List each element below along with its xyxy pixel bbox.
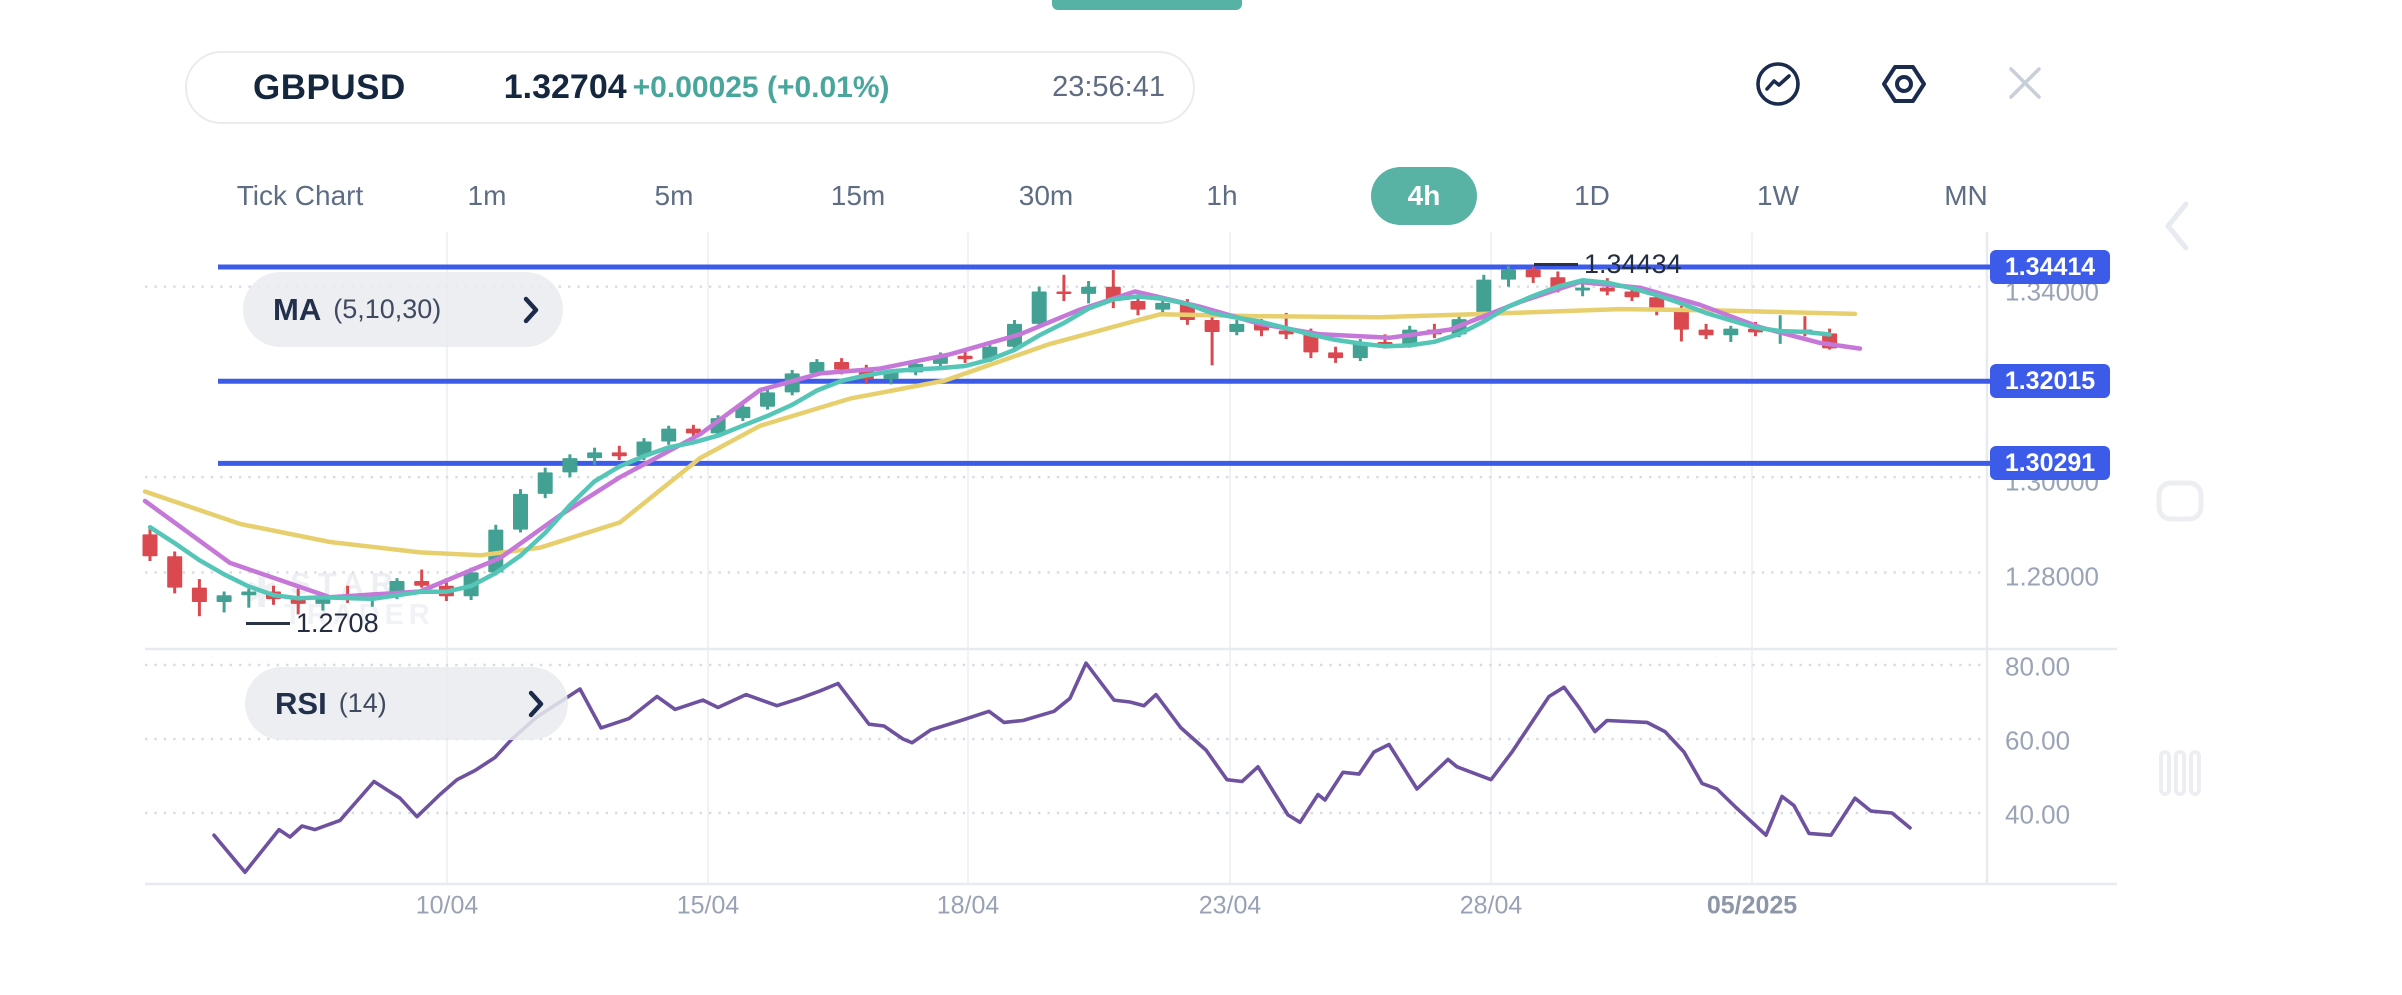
status-accent-bar — [1052, 0, 1242, 10]
screenshot-frame-icon[interactable] — [2155, 479, 2205, 523]
ma-indicator-label: MA — [273, 291, 322, 327]
timeframe-tab-tick-chart[interactable]: Tick Chart — [236, 180, 364, 211]
high-price-value: 1.34434 — [1584, 249, 1682, 279]
timeframe-tab-15m[interactable]: 15m — [830, 180, 886, 211]
rsi-indicator-button[interactable]: RSI (14) — [245, 667, 568, 740]
rsi-indicator-params: (14) — [338, 688, 387, 718]
date-axis-label: 15/04 — [676, 891, 740, 920]
rsi-indicator-label: RSI — [275, 685, 327, 721]
annotation-dash — [1534, 263, 1578, 266]
rsi-axis-label: 80.00 — [2005, 651, 2071, 682]
drawing-tools-bars-icon[interactable] — [2157, 748, 2203, 798]
chevron-right-icon — [528, 690, 544, 717]
timeframe-tab-1h[interactable]: 1h — [1206, 180, 1238, 211]
ma-indicator-button[interactable]: MA (5,10,30) — [243, 272, 563, 347]
timeframe-tab-5m[interactable]: 5m — [654, 180, 694, 211]
date-axis-label: 05/2025 — [1706, 891, 1798, 920]
timeframe-tab-4h[interactable]: 4h — [1371, 167, 1477, 225]
collapse-panel-chevron-icon[interactable] — [2156, 198, 2200, 254]
price-level-badge[interactable]: 1.34414 — [1990, 250, 2110, 284]
timeframe-tab-1m[interactable]: 1m — [467, 180, 507, 211]
ma-indicator-params: (5,10,30) — [333, 294, 442, 324]
chevron-right-icon — [523, 296, 539, 323]
timeframe-tab-1w[interactable]: 1W — [1757, 180, 1799, 211]
price-level-badge[interactable]: 1.32015 — [1990, 364, 2110, 399]
annotation-dash — [246, 622, 290, 625]
symbol-header[interactable]: GBPUSD 1.32704 +0.00025 (+0.01%) 23:56:4… — [185, 51, 1195, 124]
timeframe-tab-1d[interactable]: 1D — [1574, 180, 1610, 211]
high-price-annotation: 1.34434 — [1534, 249, 1682, 280]
timeframe-tab-mn[interactable]: MN — [1944, 180, 1988, 211]
date-axis-label: 23/04 — [1198, 891, 1262, 920]
low-price-annotation: 1.2708 — [246, 608, 379, 639]
low-price-value: 1.2708 — [296, 608, 379, 638]
settings-nut-icon[interactable] — [1879, 59, 1929, 109]
date-axis-label: 18/04 — [936, 891, 1000, 920]
date-axis-label: 10/04 — [415, 891, 479, 920]
price-level-badge[interactable]: 1.30291 — [1990, 446, 2110, 481]
rsi-axis-label: 40.00 — [2005, 799, 2071, 830]
price-axis-label: 1.28000 — [2005, 561, 2099, 592]
date-axis-label: 28/04 — [1459, 891, 1523, 920]
close-icon[interactable] — [2006, 64, 2044, 102]
trend-chart-icon[interactable] — [1755, 61, 1801, 107]
timeframe-tab-30m[interactable]: 30m — [1018, 180, 1074, 211]
quote-time: 23:56:41 — [1052, 71, 1165, 103]
price-change: +0.00025 (+0.01%) — [632, 70, 890, 104]
watermark-line2: TRADER — [284, 599, 435, 631]
rsi-axis-label: 60.00 — [2005, 725, 2071, 756]
last-price: 1.32704 — [503, 68, 627, 106]
symbol-name: GBPUSD — [253, 67, 406, 107]
